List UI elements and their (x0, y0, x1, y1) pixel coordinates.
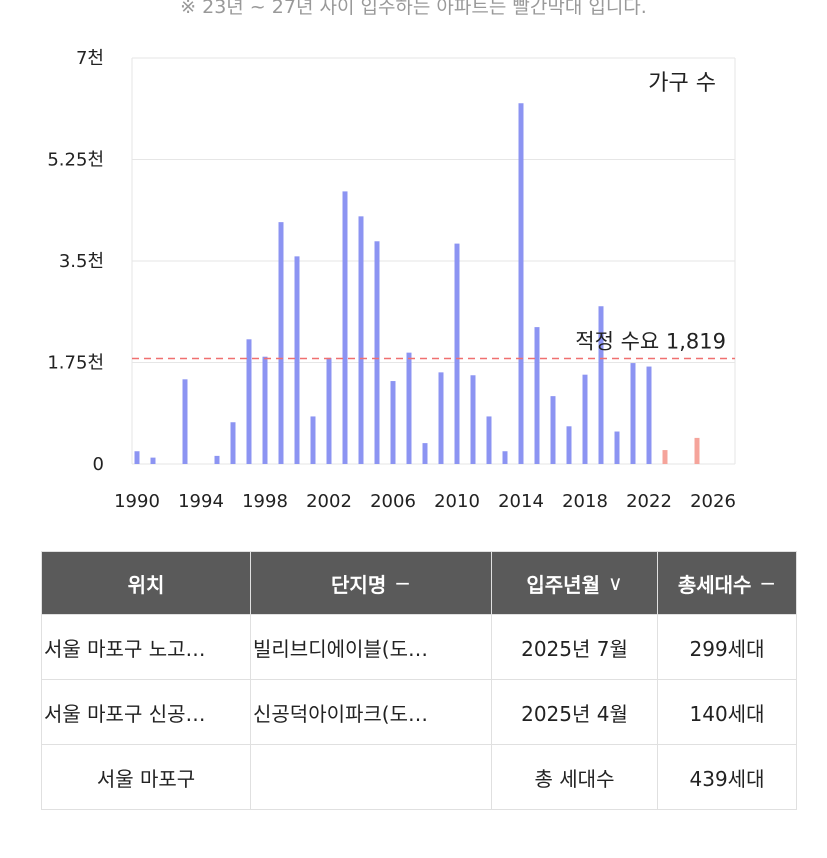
chart-bar (150, 457, 156, 464)
x-tick-label: 2002 (306, 491, 352, 512)
y-tick-label: 1.75천 (47, 353, 104, 374)
chart-bar (358, 216, 364, 464)
x-tick-label: 2006 (370, 491, 416, 512)
chart-bar (326, 357, 332, 464)
x-tick-label: 1994 (178, 491, 224, 512)
chart-bar (454, 243, 460, 464)
cell-complex[interactable]: 신공덕아이파크(도… (250, 679, 492, 745)
chart-bar (262, 356, 268, 464)
table-header-row: 위치 단지명 − 입주년월 ∨ 총세대수 − (41, 551, 797, 615)
chart-bar (630, 363, 636, 464)
header-move-in[interactable]: 입주년월 ∨ (491, 551, 658, 615)
y-tick-label: 7천 (76, 48, 104, 69)
chart-bar (694, 437, 700, 464)
chart-bar (278, 222, 284, 464)
chart-bars (134, 103, 700, 465)
header-complex[interactable]: 단지명 − (250, 551, 492, 615)
chart-bar (374, 241, 380, 464)
table-summary-row: 서울 마포구 총 세대수 439세대 (41, 744, 797, 810)
reference-line-label: 적정 수요 1,819 (575, 329, 726, 353)
cell-units: 140세대 (657, 679, 797, 745)
chart-bar (646, 366, 652, 464)
chart-bar (550, 396, 556, 464)
chart-bar (582, 374, 588, 464)
chart-notice: ※ 23년 ~ 27년 사이 입주하는 아파트는 빨간막대 입니다. (180, 0, 647, 18)
header-location[interactable]: 위치 (41, 551, 251, 615)
table-row[interactable]: 서울 마포구 노고… 빌리브디에이블(도… 2025년 7월 299세대 (41, 614, 797, 680)
chart-bar (534, 327, 540, 464)
sort-down-icon[interactable]: ∨ (607, 571, 623, 595)
chart-bar (438, 372, 444, 464)
chart-bar (310, 416, 316, 464)
x-tick-label: 1998 (242, 491, 288, 512)
cell-move-in: 2025년 4월 (491, 679, 658, 745)
y-tick-label: 0 (93, 454, 104, 475)
cell-move-in: 2025년 7월 (491, 614, 658, 680)
x-tick-label: 2010 (434, 491, 480, 512)
cell-units: 299세대 (657, 614, 797, 680)
chart-bar (214, 455, 220, 464)
chart-bar (230, 422, 236, 464)
apartment-table: 위치 단지명 − 입주년월 ∨ 총세대수 − 서울 마포구 노고… 빌리브디에이블(도… (41, 551, 797, 810)
cell-complex[interactable]: 빌리브디에이블(도… (250, 614, 492, 680)
reference-line-group: 적정 수요 1,819 (132, 329, 735, 360)
chart-bar (246, 339, 252, 464)
cell-location: 서울 마포구 노고… (41, 614, 251, 680)
chart-bar (566, 426, 572, 464)
summary-location: 서울 마포구 (41, 744, 251, 810)
chart-bar (502, 451, 508, 464)
summary-complex (250, 744, 492, 810)
chart-legend: 가구 수 (648, 71, 716, 96)
chart-grid (131, 57, 736, 465)
collapse-icon[interactable]: − (394, 571, 411, 595)
chart-bar (470, 375, 476, 464)
chart-bar (518, 103, 524, 465)
header-move-in-label: 입주년월 (526, 572, 600, 597)
header-units[interactable]: 총세대수 − (657, 551, 797, 615)
chart-bar (662, 450, 668, 464)
chart-bar (134, 451, 140, 464)
x-axis-ticks: 1990 1994 1998 2002 2006 2010 2014 2018 2022 2026 (114, 491, 736, 512)
chart-bar (614, 431, 620, 464)
y-axis-ticks: 0 1.75천 3.5천 5.25천 7천 (47, 48, 104, 475)
y-tick-label: 5.25천 (47, 150, 104, 171)
collapse-icon[interactable]: − (759, 571, 777, 595)
x-tick-label: 1990 (114, 491, 160, 512)
summary-units: 439세대 (657, 744, 797, 810)
header-location-label: 위치 (127, 572, 165, 597)
chart-bar (294, 256, 300, 464)
table-row[interactable]: 서울 마포구 신공… 신공덕아이파크(도… 2025년 4월 140세대 (41, 679, 797, 745)
chart-bar (342, 191, 348, 464)
chart-bar (486, 416, 492, 464)
chart-bar (390, 381, 396, 464)
x-tick-label: 2022 (626, 491, 672, 512)
x-tick-label: 2014 (498, 491, 544, 512)
summary-label: 총 세대수 (491, 744, 658, 810)
chart-bar (422, 443, 428, 464)
header-complex-label: 단지명 (331, 572, 387, 597)
chart-bar (598, 306, 604, 464)
header-units-label: 총세대수 (677, 572, 752, 597)
housing-supply-chart: 0 1.75천 3.5천 5.25천 7천 1990 1994 1998 2002 2006 20… (47, 48, 736, 512)
y-tick-label: 3.5천 (59, 251, 104, 272)
chart-bar (182, 379, 188, 464)
chart-bar (406, 352, 412, 464)
x-tick-label: 2018 (562, 491, 608, 512)
cell-location: 서울 마포구 신공… (41, 679, 251, 745)
x-tick-label: 2026 (690, 491, 736, 512)
